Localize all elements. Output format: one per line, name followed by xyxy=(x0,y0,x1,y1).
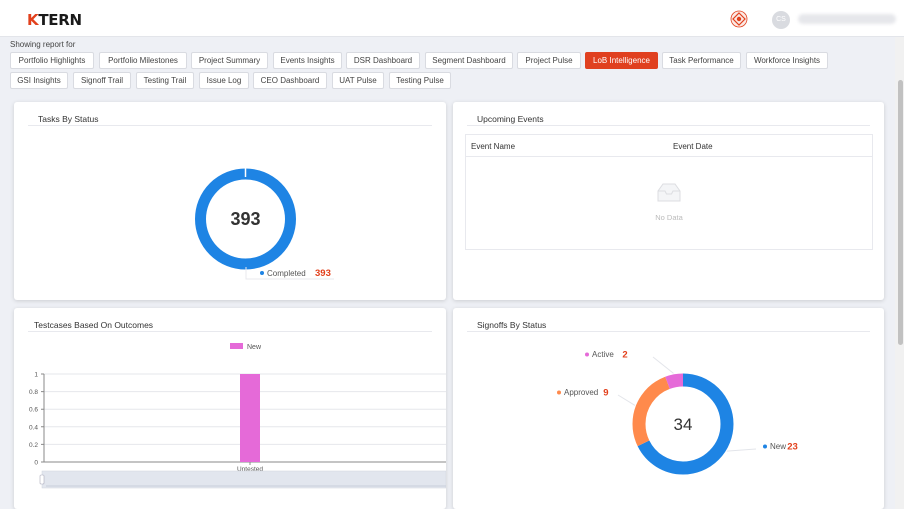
tab-portfolio-highlights[interactable]: Portfolio Highlights xyxy=(10,52,94,69)
top-bar: KTERN CS xyxy=(0,0,904,37)
signoffs-card: Signoffs By Status 34 New 23 Approved 9 Activ… xyxy=(453,308,884,509)
legend-label-new[interactable]: New xyxy=(247,344,262,351)
tab-dsr-dashboard[interactable]: DSR Dashboard xyxy=(346,52,420,69)
divider xyxy=(28,125,432,126)
label-leader-line xyxy=(726,448,757,452)
card-title: Signoffs By Status xyxy=(477,320,547,330)
card-title: Testcases Based On Outcomes xyxy=(34,320,154,330)
tab-lob-intelligence[interactable]: LoB Intelligence xyxy=(585,52,658,69)
donut-slice-active[interactable] xyxy=(632,373,734,475)
zoom-slider-handle[interactable] xyxy=(39,474,45,485)
upcoming-events-card: Upcoming Events Event Name Event Date No… xyxy=(453,102,884,300)
legend-leader-line xyxy=(245,267,334,280)
y-tick-label: 0.4 xyxy=(29,424,38,431)
user-name-blurred[interactable] xyxy=(798,14,896,24)
legend-value-completed: 393 xyxy=(315,268,331,279)
divider xyxy=(28,331,432,332)
legend-label-completed: Completed xyxy=(267,269,306,278)
label-dot-new xyxy=(763,444,767,449)
empty-state-text: No Data xyxy=(655,213,683,222)
card-title: Tasks By Status xyxy=(38,114,99,124)
signoffs-donut-chart: 34 New 23 Approved 9 Active 2 xyxy=(557,350,798,475)
legend-dot-completed xyxy=(260,271,264,275)
label-text-approved: Approved xyxy=(564,388,598,397)
x-tick-label: Untested xyxy=(237,466,263,473)
legend-swatch-new[interactable] xyxy=(230,343,243,349)
zoom-slider-track[interactable] xyxy=(41,470,446,489)
bar-new-untested[interactable] xyxy=(240,374,260,462)
label-value-approved: 9 xyxy=(603,388,608,399)
label-leader-line xyxy=(652,356,674,374)
y-tick-label: 0.8 xyxy=(29,389,38,396)
y-tick-label: 0.6 xyxy=(29,407,38,414)
divider xyxy=(467,125,870,126)
user-avatar[interactable]: CS xyxy=(772,11,790,29)
tab-signoff-trail[interactable]: Signoff Trail xyxy=(73,72,131,89)
y-tick-label: 0.2 xyxy=(29,442,38,449)
donut-total: 34 xyxy=(674,415,693,434)
tab-testing-pulse[interactable]: Testing Pulse xyxy=(389,72,451,89)
tab-segment-dashboard[interactable]: Segment Dashboard xyxy=(425,52,513,69)
tab-events-insights[interactable]: Events Insights xyxy=(273,52,342,69)
donut-slice-approved[interactable] xyxy=(632,373,734,475)
tab-gsi-insights[interactable]: GSI Insights xyxy=(10,72,68,89)
label-leader-line xyxy=(617,394,636,406)
tab-portfolio-milestones[interactable]: Portfolio Milestones xyxy=(99,52,187,69)
testcases-card: Testcases Based On Outcomes New 0 0.2 0.4 0.… xyxy=(14,308,446,509)
tab-project-summary[interactable]: Project Summary xyxy=(191,52,268,69)
tab-task-performance[interactable]: Task Performance xyxy=(662,52,741,69)
tasks-donut-chart: 393 Completed 393 xyxy=(195,165,334,280)
label-value-active: 2 xyxy=(622,350,627,361)
column-header-event-date[interactable]: Event Date xyxy=(673,142,713,151)
y-tick-label: 0 xyxy=(34,460,38,467)
table-header: Event Name Event Date xyxy=(466,135,872,157)
label-dot-active xyxy=(585,352,589,357)
tab-uat-pulse[interactable]: UAT Pulse xyxy=(332,72,384,89)
label-value-new: 23 xyxy=(787,442,798,453)
divider xyxy=(467,331,870,332)
tab-ceo-dashboard[interactable]: CEO Dashboard xyxy=(253,72,327,89)
tab-issue-log[interactable]: Issue Log xyxy=(199,72,249,89)
label-text-new: New xyxy=(770,442,786,451)
testcases-bar-chart: New 0 0.2 0.4 0.6 0.8 1 Untested xyxy=(29,343,446,489)
column-header-event-name[interactable]: Event Name xyxy=(471,142,516,151)
diamond-emblem-icon[interactable] xyxy=(730,10,748,28)
tab-project-pulse[interactable]: Project Pulse xyxy=(517,52,581,69)
report-label: Showing report for xyxy=(10,40,76,49)
label-dot-approved xyxy=(557,390,561,395)
label-text-active: Active xyxy=(592,350,614,359)
events-table: Event Name Event Date No Data xyxy=(465,134,873,250)
page-scrollbar-thumb[interactable] xyxy=(898,80,903,345)
ktern-logo[interactable]: KTERN xyxy=(27,11,82,29)
card-title: Upcoming Events xyxy=(477,114,544,124)
tasks-by-status-card: Tasks By Status 393 Completed 393 xyxy=(14,102,446,300)
y-tick-label: 1 xyxy=(34,372,38,379)
donut-total: 393 xyxy=(230,209,260,229)
tab-workforce-insights[interactable]: Workforce Insights xyxy=(746,52,828,69)
tab-testing-trail[interactable]: Testing Trail xyxy=(136,72,194,89)
empty-inbox-icon xyxy=(657,183,681,202)
